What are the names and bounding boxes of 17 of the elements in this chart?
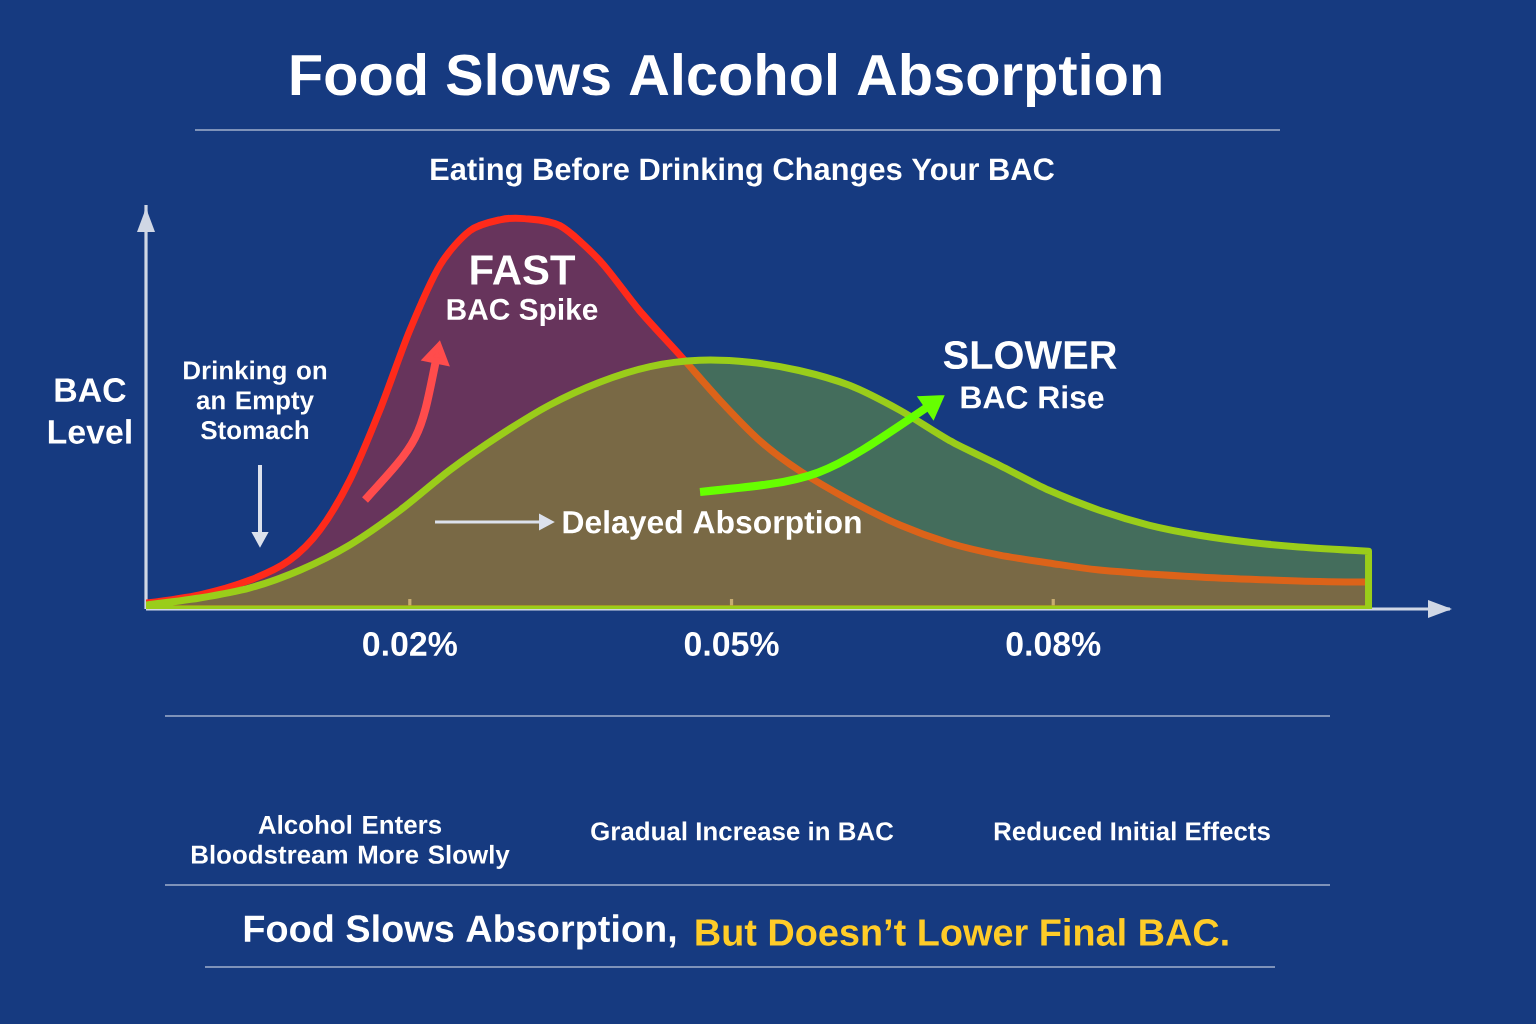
annotation: SLOWER	[943, 340, 1117, 370]
text: But Doesn’t Lower Final BAC.	[696, 918, 1228, 946]
x-tick-label: 0.08%	[1006, 632, 1101, 657]
annotation: Delayed Absorption	[563, 510, 861, 540]
y-axis-title: BAC Level	[48, 378, 131, 444]
text: Alcohol Enters Bloodstream More Slowly	[191, 814, 510, 869]
annotation: BAC Rise	[961, 385, 1104, 409]
x-tick-label: 0.02%	[363, 632, 457, 657]
chart-title: Food Slows Alcohol Absorption	[291, 53, 1161, 107]
text: Food Slows Absorption,	[244, 914, 676, 950]
chart-subtitle: Eating Before Drinking Changes Your BAC	[431, 157, 1054, 187]
annotation: BAC Spike	[447, 298, 598, 326]
annotation: FAST	[471, 255, 576, 285]
annotation: Drinking on an Empty Stomach	[184, 360, 327, 440]
text: Gradual Increase in BAC	[591, 821, 894, 841]
text: Reduced Initial Effects	[994, 821, 1270, 841]
x-tick-label: 0.05%	[684, 632, 779, 657]
